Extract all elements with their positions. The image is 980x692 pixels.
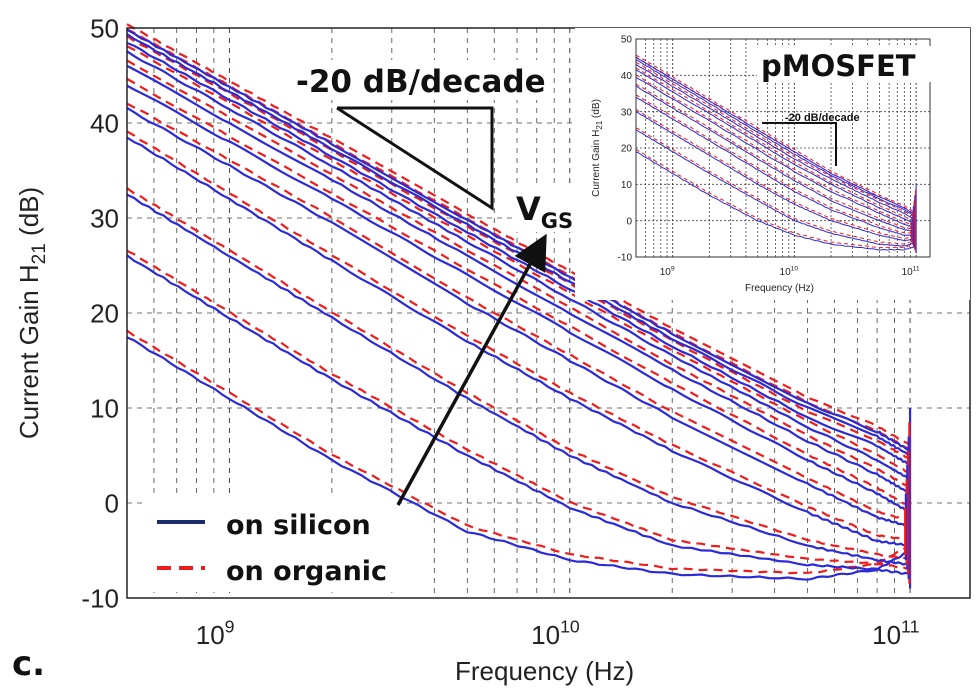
curve-silicon [635,59,917,218]
y-tick-label: -10 [618,253,633,264]
slope-label-bg [292,60,550,100]
y-tick-label: 40 [90,108,119,138]
main-x-label: Frequency (Hz) [455,656,634,686]
main-curves [126,23,912,589]
curve-silicon [635,69,917,225]
curve-organic [635,61,917,219]
curve-silicon [635,129,917,247]
curve-silicon [126,28,911,452]
y-tick-label: 30 [90,203,119,233]
y-tick-label: 10 [90,393,119,423]
curve-silicon [635,63,917,222]
curve-organic [635,74,917,227]
curve-organic [635,54,917,214]
curve-organic [126,23,911,446]
slope-label: -20 dB/decade [296,64,546,100]
inset-slope-label: -20 dB/decade [785,112,860,124]
y-tick-label: 0 [626,216,632,227]
curve-silicon [635,56,917,216]
curve-silicon [126,254,911,576]
curve-silicon [126,33,911,457]
curve-organic [126,35,911,461]
curve-silicon [635,96,917,237]
inset-x-label: Frequency (Hz) [745,283,814,294]
curve-organic [126,77,911,508]
curve-organic [126,59,911,489]
curve-silicon [635,76,917,229]
vgs-arrow [396,233,547,506]
main-axes-frame [126,27,971,599]
curve-organic [635,127,917,245]
vgs-label-bg [512,186,580,232]
curve-silicon [635,111,917,242]
curve-organic [635,148,917,249]
curve-organic [126,187,911,561]
y-tick-label: 30 [621,107,633,118]
y-tick-label: 50 [621,35,633,46]
curve-silicon [635,85,917,233]
legend-label-silicon: on silicon [226,510,371,541]
inset-title-bg [757,46,933,82]
curve-organic [126,249,911,570]
curve-silicon [126,336,911,581]
curve-organic [635,108,917,239]
y-tick-label: 20 [621,144,633,155]
slope-triangle [336,106,494,211]
curve-organic [126,102,911,523]
curve-organic [635,83,917,230]
y-tick-label: 40 [621,71,633,82]
curve-organic [126,329,911,575]
curve-silicon [126,193,911,566]
y-tick-label: 10 [621,180,633,191]
curve-organic [635,67,917,223]
inset-axes-frame [635,38,931,258]
legend: on silicon on organic [143,496,393,592]
curve-silicon [126,84,911,514]
curve-silicon [635,151,917,251]
curve-silicon [126,107,911,528]
y-tick-label: 50 [90,13,119,43]
curve-silicon [126,136,911,547]
panel-label: c. [12,644,45,684]
legend-box [143,496,393,592]
inset-y-label: Current Gain H21 (dB) [591,99,604,197]
y-tick-label: 20 [90,298,119,328]
inset-title: pMOSFET [761,49,916,83]
legend-label-organic: on organic [226,556,387,587]
y-tick-label: 0 [105,488,119,518]
curve-organic [126,130,911,542]
curve-silicon [126,41,911,467]
curve-organic [126,45,911,475]
inset-curves [635,54,917,254]
curve-organic [635,94,917,234]
inset-slope-triangle [762,122,837,166]
curve-silicon [126,64,911,495]
y-tick-label: -10 [81,583,119,613]
curve-silicon [126,50,911,481]
